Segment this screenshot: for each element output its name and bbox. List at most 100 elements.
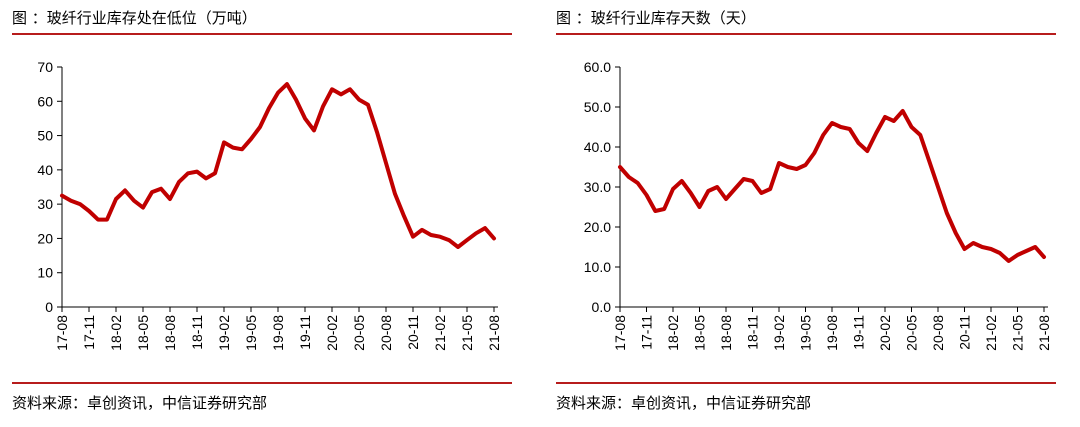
data-point — [132, 199, 136, 203]
data-point — [357, 98, 361, 102]
data-point — [742, 177, 746, 181]
x-tick-label: 20-11 — [957, 315, 973, 350]
data-point — [474, 231, 478, 235]
data-point — [865, 149, 869, 153]
data-point — [804, 163, 807, 167]
data-point — [857, 141, 860, 145]
x-tick-label: 21-08 — [1036, 315, 1052, 351]
figure-title: 图 ：玻纤行业库存处在低位（万吨） — [12, 9, 257, 27]
data-point — [945, 211, 949, 215]
x-tick-label: 17-11 — [639, 315, 655, 350]
x-tick-label: 20-02 — [324, 315, 340, 351]
title-rule — [12, 33, 512, 35]
x-tick-label: 19-11 — [297, 315, 313, 350]
y-tick-label: 50.0 — [584, 99, 611, 115]
x-tick-label: 20-05 — [904, 315, 920, 351]
figure-left: 图 ：玻纤行业库存处在低位（万吨） 0 10 20 30 40 50 60 70 17-08 17… — [12, 0, 512, 427]
data-point — [123, 188, 127, 192]
data-point — [751, 179, 754, 183]
data-point — [874, 131, 878, 135]
data-point — [936, 185, 940, 189]
x-tick-label: 21-05 — [1010, 315, 1026, 351]
data-point — [830, 121, 834, 125]
data-point — [1007, 259, 1011, 263]
x-tick-label: 21-02 — [432, 315, 448, 351]
data-point — [420, 228, 424, 232]
x-tick-label: 20-08 — [930, 315, 946, 351]
data-point — [759, 191, 763, 195]
data-point — [114, 197, 118, 201]
x-tick-label: 18-08 — [162, 315, 178, 351]
data-point — [1024, 249, 1028, 253]
data-point — [231, 146, 235, 150]
data-point — [918, 133, 922, 137]
x-tick-label: 18-08 — [718, 315, 734, 351]
data-point — [456, 245, 460, 249]
data-point — [892, 119, 896, 123]
y-tick-label: 30.0 — [584, 179, 611, 195]
y-tick-label: 0 — [45, 299, 53, 315]
x-tick-label: 19-11 — [851, 315, 867, 350]
figure-title: 图 ：玻纤行业库存天数（天） — [556, 9, 756, 27]
data-point — [177, 180, 181, 184]
data-point — [706, 189, 710, 193]
data-point — [483, 226, 487, 230]
data-point — [618, 165, 622, 169]
x-tick-label: 20-05 — [351, 315, 367, 351]
data-point — [715, 185, 719, 189]
data-point — [393, 192, 397, 196]
data-point — [910, 125, 913, 129]
data-point — [105, 218, 109, 222]
x-tick-label: 18-05 — [692, 315, 708, 351]
data-point — [980, 245, 984, 249]
source-rule — [12, 382, 512, 384]
data-point — [777, 161, 781, 165]
data-point — [768, 187, 772, 191]
data-point — [438, 235, 442, 239]
data-point — [839, 125, 843, 129]
y-tick-label: 20.0 — [584, 219, 611, 235]
x-tick-label: 18-11 — [745, 315, 761, 350]
data-point — [671, 187, 675, 191]
data-point — [384, 161, 388, 165]
data-point — [1042, 255, 1046, 259]
y-tick-label: 10 — [37, 265, 53, 281]
series-line — [60, 82, 496, 249]
data-point — [786, 165, 790, 169]
y-tick-label: 50 — [37, 128, 53, 144]
x-tick-label: 21-08 — [486, 315, 502, 351]
data-point — [662, 207, 666, 211]
data-point — [159, 187, 163, 191]
data-point — [636, 181, 640, 185]
data-point — [963, 247, 966, 251]
x-tick-label: 17-08 — [612, 315, 628, 351]
x-tick-label: 21-05 — [459, 315, 475, 351]
y-tick-label: 70 — [37, 59, 53, 75]
y-tick-label: 0.0 — [592, 299, 612, 315]
data-point — [901, 109, 905, 113]
data-point — [213, 171, 217, 175]
inventory-volume-chart: 0 10 20 30 40 50 60 70 17-08 17-11 18-02 18-05 18-08… — [37, 59, 502, 351]
data-point — [465, 238, 469, 242]
data-point — [60, 194, 64, 198]
data-point — [989, 247, 993, 251]
data-point — [294, 98, 298, 102]
data-point — [429, 233, 433, 237]
x-tick-label: 19-08 — [824, 315, 840, 351]
figure-source: 资料来源：卓创资讯，中信证券研究部 — [12, 394, 268, 412]
x-tick-label: 19-02 — [771, 315, 787, 351]
data-point — [249, 137, 253, 141]
data-point — [998, 251, 1002, 255]
x-tick-label: 19-08 — [270, 315, 286, 351]
data-point — [411, 235, 415, 239]
figure-right: 图 ：玻纤行业库存天数（天） 0.0 10.0 20.0 30.0 40.0 50.0 60… — [556, 0, 1056, 427]
data-point — [954, 231, 958, 235]
data-point — [645, 193, 648, 197]
series-line — [618, 109, 1046, 263]
data-point — [724, 197, 728, 201]
data-point — [733, 187, 737, 191]
data-point — [87, 209, 91, 213]
x-tick-label: 17-08 — [54, 315, 70, 351]
data-point — [883, 115, 887, 119]
data-point — [492, 236, 496, 240]
